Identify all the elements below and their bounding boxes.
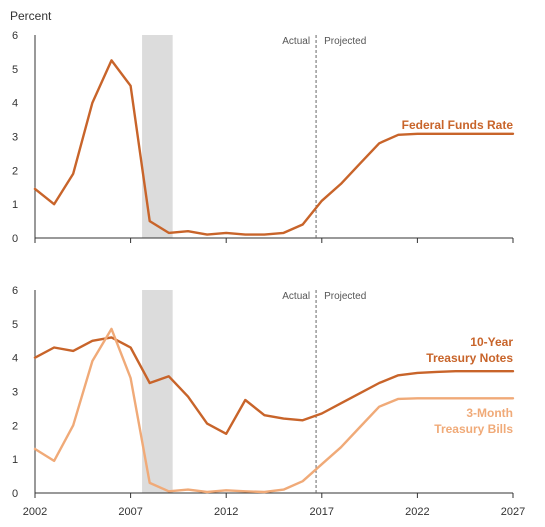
series-label-federal-funds-rate: Federal Funds Rate (402, 118, 514, 132)
series-line-3-month-treasury-bills (33, 327, 515, 494)
actual-label: Actual (282, 291, 310, 302)
y-tick-label: 6 (12, 30, 18, 42)
y-tick-label: 5 (12, 319, 18, 331)
projected-label: Projected (324, 36, 366, 47)
federal-funds-rate-panel: 0 1 2 3 4 5 6 Actual Projected Percent Federal Fun… (10, 9, 515, 245)
y-tick-label: 4 (12, 98, 18, 110)
series-line-federal-funds-rate (33, 59, 515, 236)
y-tick-label: 3 (12, 132, 18, 144)
treasury-rates-panel: 0 1 2 3 4 5 6 2002 2007 2012 2017 2022 2027 Actual Pro… (12, 285, 525, 518)
x-tick-label: 2022 (405, 506, 429, 518)
projected-label: Projected (324, 291, 366, 302)
y-tick-label: 4 (12, 353, 18, 365)
x-tick-label: 2007 (118, 506, 142, 518)
y-tick-label: 6 (12, 285, 18, 297)
y-tick-label: 5 (12, 64, 18, 76)
series-label-10-year-treasury-notes: 10-Year Treasury Notes (426, 335, 513, 365)
actual-label: Actual (282, 36, 310, 47)
y-tick-label: 1 (12, 454, 18, 466)
y-tick-label: 0 (12, 233, 18, 245)
x-tick-label: 2017 (310, 506, 334, 518)
y-axis-label: Percent (10, 9, 52, 23)
series-label-3-month-treasury-bills: 3-Month Treasury Bills (434, 406, 513, 436)
x-tick-label: 2012 (214, 506, 238, 518)
x-tick-label: 2002 (23, 506, 47, 518)
y-tick-label: 3 (12, 387, 18, 399)
recession-shading (142, 290, 173, 493)
y-tick-label: 0 (12, 488, 18, 500)
y-tick-label: 2 (12, 165, 18, 177)
x-tick-label: 2027 (501, 506, 525, 518)
y-tick-label: 1 (12, 199, 18, 211)
y-tick-label: 2 (12, 420, 18, 432)
